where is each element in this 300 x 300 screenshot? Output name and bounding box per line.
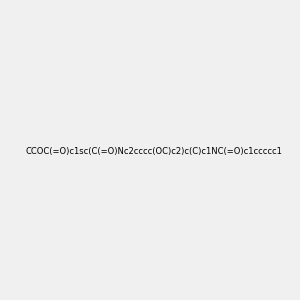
- Text: CCOC(=O)c1sc(C(=O)Nc2cccc(OC)c2)c(C)c1NC(=O)c1ccccc1: CCOC(=O)c1sc(C(=O)Nc2cccc(OC)c2)c(C)c1NC…: [25, 147, 282, 156]
